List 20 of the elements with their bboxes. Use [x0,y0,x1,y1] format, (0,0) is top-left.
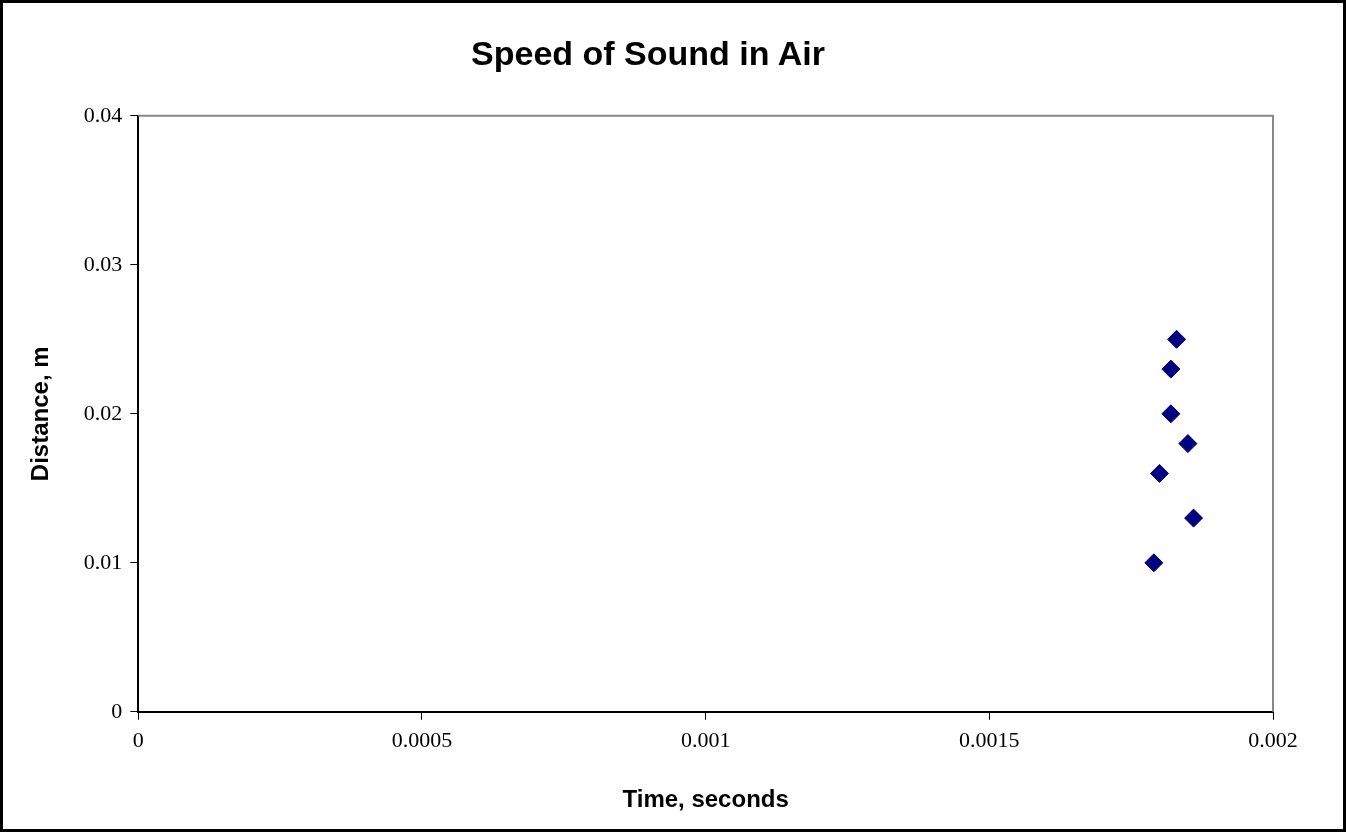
chart-title: Speed of Sound in Air [471,33,825,72]
y-axis-title: Distance, m [26,346,54,482]
x-tick-label: 0 [132,726,144,752]
y-tick-label: 0.03 [83,250,123,276]
y-tick-label: 0.04 [83,101,123,127]
point [1161,359,1181,379]
x-tick-label: 0.0015 [959,726,1020,752]
point [1144,553,1164,573]
x-tick-label: 0.002 [1248,726,1298,752]
point [1161,404,1181,424]
point [1178,434,1198,454]
y-tick-label: 0 [111,697,123,723]
point [1167,329,1187,349]
x-axis-title: Time, seconds [622,785,789,813]
point [1184,508,1204,528]
y-tick-label: 0.01 [83,548,123,574]
x-tick-label: 0.001 [680,726,731,752]
y-tick-label: 0.02 [83,399,123,425]
x-tick-label: 0.0005 [391,726,453,752]
point [1150,463,1170,483]
